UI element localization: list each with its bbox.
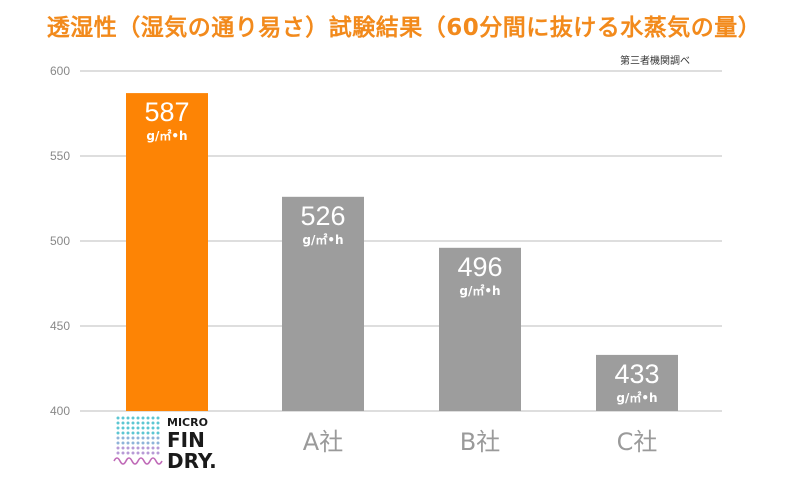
bar-2: [439, 247, 521, 411]
unit-label-3: g/㎡•h: [616, 390, 657, 405]
source-note: 第三者機関調べ: [620, 56, 690, 67]
y-tick-label-550: 550: [50, 149, 70, 163]
y-tick-label-500: 500: [50, 234, 70, 248]
micro-fin-dry-logo: MICRO FIN DRY.: [113, 416, 217, 473]
value-label-1: 526: [300, 201, 345, 231]
bar-0: [126, 93, 208, 411]
unit-label-0: g/㎡•h: [146, 128, 187, 143]
bar-1: [282, 196, 364, 411]
unit-label-1: g/㎡•h: [302, 232, 343, 247]
category-label-1: A社: [303, 428, 343, 456]
y-tick-label-600: 600: [50, 64, 70, 78]
value-label-3: 433: [614, 359, 659, 389]
bar-3: [596, 354, 678, 411]
logo-line-2: FIN: [167, 428, 205, 452]
value-label-0: 587: [144, 97, 189, 127]
y-tick-label-450: 450: [50, 319, 70, 333]
bars: [126, 93, 678, 411]
unit-label-2: g/㎡•h: [459, 283, 500, 298]
value-label-2: 496: [457, 252, 502, 282]
logo-line-3: DRY.: [167, 449, 217, 473]
micro-fin-dry-dots-icon: [113, 416, 163, 465]
chart-title: 透湿性（湿気の通り易さ）試験結果（60分間に抜ける水蒸気の量）: [46, 15, 762, 41]
category-label-2: B社: [460, 428, 500, 456]
logo-line-1: MICRO: [167, 416, 208, 429]
category-labels: A社 B社 C社: [303, 428, 658, 456]
category-label-3: C社: [617, 428, 658, 456]
y-tick-label-400: 400: [50, 404, 70, 418]
